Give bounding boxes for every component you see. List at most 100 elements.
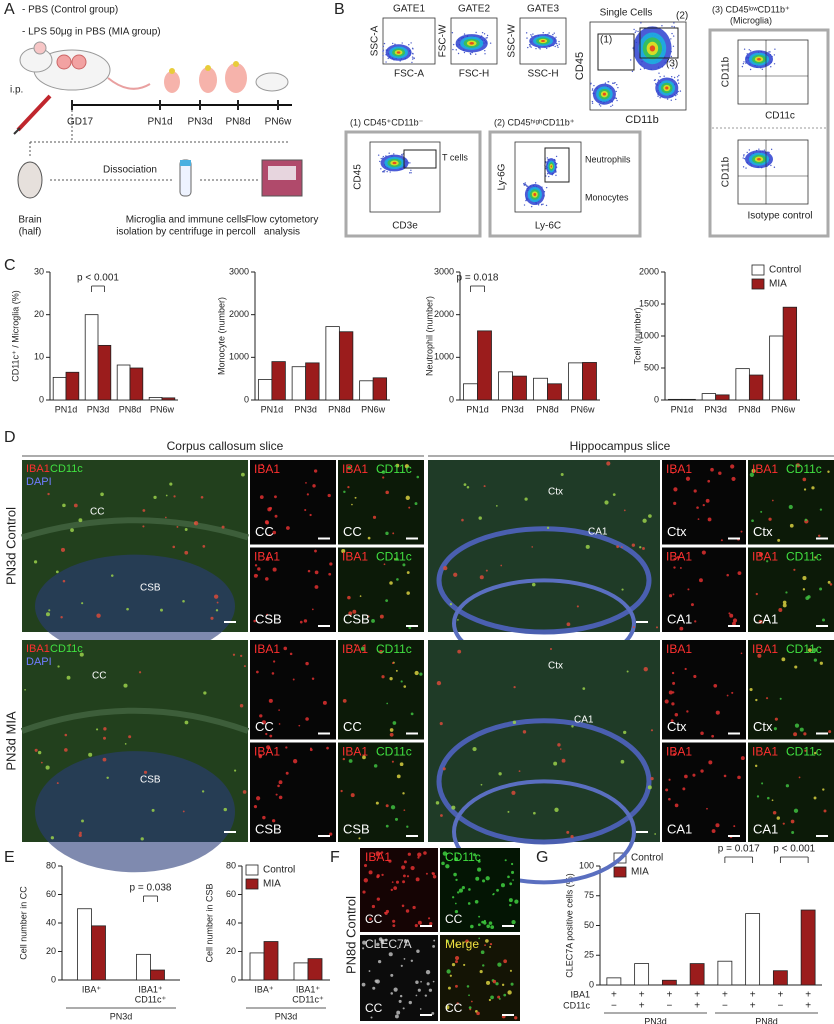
bar: [84, 314, 99, 401]
cell-signal: [771, 799, 774, 802]
cell-signal: [503, 993, 507, 997]
cell-signal: [511, 870, 515, 874]
cell-signal: [733, 825, 736, 828]
flow-event: [742, 63, 745, 65]
cell-signal: [285, 746, 288, 749]
flow-event: [382, 50, 384, 53]
bar: [634, 963, 650, 986]
cell-signal: [788, 504, 793, 510]
flow-event: [749, 68, 752, 71]
flow-event: [743, 48, 746, 50]
cell-signal: [566, 830, 570, 834]
bar: [800, 909, 816, 986]
cell-signal: [289, 652, 293, 656]
cell-signal: [468, 1006, 472, 1009]
cell-signal: [368, 870, 373, 875]
cell-signal: [668, 797, 671, 801]
cell-signal: [793, 732, 798, 737]
micrograph-tile: [360, 848, 438, 932]
cell-signal: [258, 753, 262, 758]
x-tick-label: PN6w: [361, 404, 386, 414]
bar: [667, 398, 683, 401]
flow-event: [639, 68, 642, 70]
cell-signal: [415, 877, 420, 882]
cell-signal: [362, 755, 366, 760]
micrograph-tile: [748, 460, 834, 545]
group-label: PN3d: [275, 1011, 298, 1021]
cell-signal: [672, 472, 674, 474]
cell-signal: [64, 748, 68, 752]
y-tick-label: 40: [46, 917, 56, 927]
cell-signal: [664, 699, 669, 704]
timepoint: PN3d: [187, 117, 212, 128]
cell-signal: [454, 955, 460, 961]
bar: [748, 374, 764, 401]
cell-signal: [489, 945, 492, 948]
cell-signal: [477, 867, 482, 872]
bar: [65, 371, 80, 401]
y-tick-label: 0: [39, 394, 44, 404]
flow-event: [633, 28, 635, 31]
cell-signal: [827, 580, 831, 584]
y-tick-label: 2000: [229, 309, 249, 319]
cell-signal: [254, 564, 258, 567]
tissue-structure: [452, 779, 636, 885]
cell-signal: [395, 557, 399, 561]
flow-event: [525, 199, 527, 202]
cell-signal: [221, 525, 225, 529]
flow-event: [591, 89, 594, 91]
cell-signal: [424, 994, 428, 997]
cell-signal: [309, 747, 312, 750]
cell-signal: [278, 780, 283, 785]
y-axis-title: CD11c⁺ / Microglia (%): [10, 290, 20, 382]
cell-signal: [402, 563, 406, 567]
sign: +: [639, 990, 645, 1001]
cell-signal: [492, 893, 495, 896]
cell-signal: [286, 526, 290, 530]
cell-signal: [265, 732, 268, 736]
cell-signal: [435, 801, 440, 805]
flow-event: [672, 45, 675, 48]
cell-signal: [305, 661, 309, 666]
group-label: PN8d: [755, 1016, 778, 1024]
region-label: CC: [343, 719, 362, 734]
flow-event: [742, 157, 744, 159]
cell-signal: [241, 472, 245, 477]
cell-signal: [358, 837, 361, 840]
flow-event: [615, 90, 617, 93]
y-axis-title: Cell number in CC: [18, 886, 28, 960]
y-tick-label: 1000: [229, 352, 249, 362]
flow-event: [617, 86, 619, 89]
cell-signal: [234, 769, 237, 772]
sign: +: [666, 990, 672, 1001]
flow-event: [408, 44, 410, 46]
label: (Microglia): [730, 15, 772, 25]
label: SSC-A: [370, 25, 381, 56]
cell-signal: [482, 964, 485, 967]
p-value: p = 0.038: [130, 883, 172, 894]
flow-event: [410, 169, 412, 171]
cell-signal: [303, 619, 308, 623]
cell-signal: [474, 899, 479, 904]
cell-signal: [388, 859, 392, 863]
stain-label: CD11c: [376, 642, 412, 656]
stain-label: CD11c: [376, 462, 412, 476]
y-tick-label: 500: [644, 362, 659, 372]
label: Dissociation: [103, 165, 157, 176]
cell-signal: [479, 575, 484, 580]
cell-signal: [193, 521, 199, 526]
cell-signal: [793, 568, 796, 571]
cell-signal: [396, 774, 401, 779]
cell-signal: [322, 700, 327, 705]
cell-signal: [756, 795, 760, 798]
cell-signal: [415, 980, 419, 985]
flow-event: [672, 67, 674, 70]
flow-plot: [369, 141, 441, 213]
cell-signal: [490, 995, 494, 1000]
pup-head: [169, 68, 175, 74]
y-axis-title: Tcell (number): [632, 307, 642, 364]
cell-signal: [639, 546, 642, 549]
cell-signal: [272, 819, 276, 823]
cell-signal: [267, 507, 272, 512]
cell-signal: [259, 495, 264, 500]
